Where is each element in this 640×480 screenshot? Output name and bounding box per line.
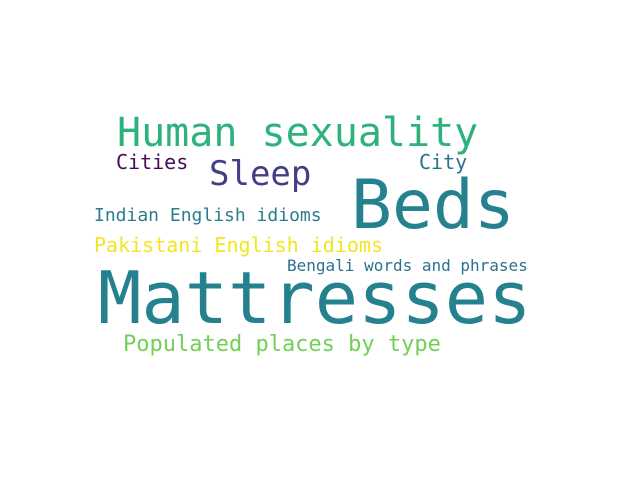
- word-beds: Beds: [351, 166, 515, 245]
- word-cities: Cities: [116, 150, 189, 174]
- word-sleep: Sleep: [209, 154, 312, 194]
- word-mattresses: Mattresses: [98, 256, 532, 340]
- word-pakistani-english-idioms: Pakistani English idioms: [94, 233, 383, 257]
- word-populated-places-by-type: Populated places by type: [123, 332, 441, 357]
- word-human-sexuality: Human sexuality: [117, 110, 479, 156]
- word-bengali-words-and-phrases: Bengali words and phrases: [287, 256, 528, 275]
- word-indian-english-idioms: Indian English idioms: [94, 205, 322, 226]
- word-city: City: [419, 150, 468, 174]
